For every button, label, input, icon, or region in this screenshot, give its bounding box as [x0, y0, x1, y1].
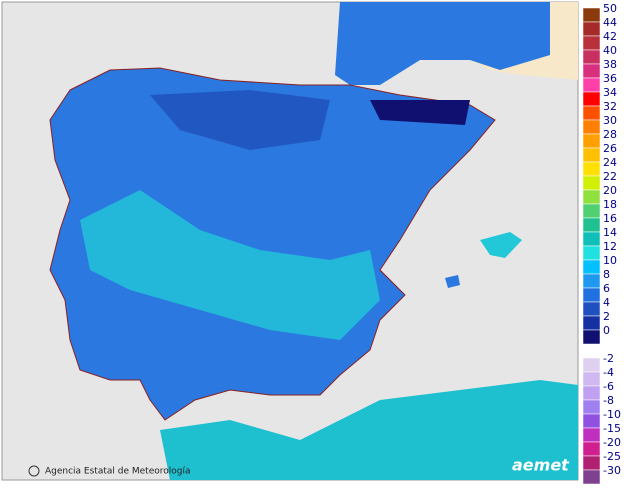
legend-label: 40 [603, 44, 617, 57]
legend-label: 34 [603, 86, 617, 99]
legend-swatch [582, 273, 601, 289]
legend-swatch [582, 161, 601, 177]
legend-label: 10 [603, 254, 617, 267]
mallorca [480, 232, 522, 258]
legend-label: -30 [603, 464, 621, 477]
pyrenees [370, 100, 470, 125]
credit: Agencia Estatal de Meteorología [45, 467, 191, 477]
legend-swatch [582, 385, 601, 401]
legend-swatch [582, 203, 601, 219]
legend-label: 36 [603, 72, 617, 85]
legend-label: 2 [603, 310, 610, 323]
africa [160, 380, 578, 480]
legend-swatch [582, 231, 601, 247]
legend-swatch [582, 413, 601, 429]
logo: aemet [512, 456, 570, 475]
legend-label: 22 [603, 170, 617, 183]
legend-label: 20 [603, 184, 617, 197]
legend-label: 30 [603, 114, 617, 127]
copyright-icon [28, 465, 40, 477]
legend-swatch [582, 105, 601, 121]
legend-swatch [582, 77, 601, 93]
legend-label: -25 [603, 450, 621, 463]
legend-label: -20 [603, 436, 621, 449]
legend-label: -2 [603, 352, 614, 365]
legend-swatch [582, 49, 601, 65]
legend-label: 6 [603, 282, 610, 295]
ibiza [445, 275, 460, 288]
legend-swatch [582, 315, 601, 331]
legend-label: 4 [603, 296, 610, 309]
legend-swatch [582, 63, 601, 79]
legend-swatch [582, 7, 601, 23]
legend-label: -8 [603, 394, 614, 407]
legend-label: 26 [603, 142, 617, 155]
legend-label: 38 [603, 58, 617, 71]
legend-swatch [582, 399, 601, 415]
legend-swatch [582, 427, 601, 443]
legend-swatch [582, 441, 601, 457]
legend-swatch [582, 175, 601, 191]
legend-label: 32 [603, 100, 617, 113]
warm-area [80, 190, 380, 340]
legend-swatch [582, 91, 601, 107]
legend-label: 50 [603, 2, 617, 15]
legend-swatch [582, 119, 601, 135]
legend-swatch [582, 469, 601, 485]
legend-swatch [582, 357, 601, 373]
legend-swatch [582, 147, 601, 163]
legend-swatch [582, 245, 601, 261]
legend-label: 44 [603, 16, 617, 29]
legend-label: 24 [603, 156, 617, 169]
legend-swatch [582, 189, 601, 205]
legend-swatch [582, 21, 601, 37]
legend-label: -6 [603, 380, 614, 393]
legend-swatch [582, 371, 601, 387]
legend-swatch [582, 133, 601, 149]
legend-swatch [582, 329, 601, 345]
legend-label: 14 [603, 226, 617, 239]
legend-label: 0 [603, 324, 610, 337]
legend-label: -15 [603, 422, 621, 435]
legend: 5044424038363432302826242220181614121086… [582, 2, 621, 485]
legend-label: -4 [603, 366, 614, 379]
legend-label: 12 [603, 240, 617, 253]
legend-swatch [582, 217, 601, 233]
legend-swatch [582, 259, 601, 275]
legend-label: -10 [603, 408, 621, 421]
legend-swatch [582, 301, 601, 317]
legend-swatch [582, 287, 601, 303]
legend-swatch [582, 35, 601, 51]
legend-label: 42 [603, 30, 617, 43]
legend-label: 18 [603, 198, 617, 211]
cold-area [150, 90, 330, 150]
legend-label: 28 [603, 128, 617, 141]
france-data [335, 2, 550, 85]
legend-swatch [582, 455, 601, 471]
legend-label: 8 [603, 268, 610, 281]
iberia [49, 67, 496, 421]
legend-label: 16 [603, 212, 617, 225]
